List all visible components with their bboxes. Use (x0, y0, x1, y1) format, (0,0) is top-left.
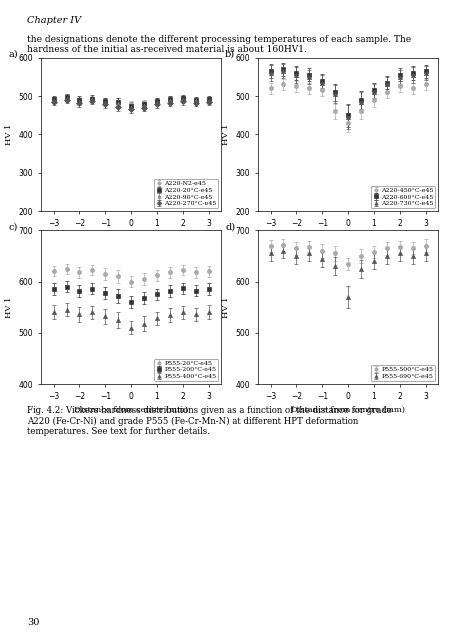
Legend: A220-450°C-e45, A220-600°C-e45, A220-730°C-e45: A220-450°C-e45, A220-600°C-e45, A220-730… (370, 186, 434, 208)
Y-axis label: HV 1: HV 1 (5, 124, 13, 145)
Text: b): b) (225, 50, 235, 59)
Y-axis label: HV 1: HV 1 (221, 296, 229, 318)
Text: the designations denote the different processing temperatures of each sample. Th: the designations denote the different pr… (27, 35, 410, 44)
Y-axis label: HV 1: HV 1 (221, 124, 229, 145)
Text: 30: 30 (27, 618, 39, 627)
X-axis label: Distance from centre (mm): Distance from centre (mm) (74, 406, 188, 414)
X-axis label: Distance from centre (mm): Distance from centre (mm) (74, 234, 188, 241)
Text: c): c) (8, 223, 18, 232)
Text: a): a) (8, 50, 18, 59)
X-axis label: Distance from centre (mm): Distance from centre (mm) (290, 234, 404, 241)
Text: Fig. 4.2: Vickers hardness distributions given as a function of the distance for: Fig. 4.2: Vickers hardness distributions… (27, 406, 391, 436)
Text: hardness of the initial as-received material is about 160HV1.: hardness of the initial as-received mate… (27, 45, 306, 54)
Legend: A220-N2-e45, A220-20°C-e45, A220-90°C-e45, A220-270°C-e45: A220-N2-e45, A220-20°C-e45, A220-90°C-e4… (154, 179, 218, 208)
Text: Chapter IV: Chapter IV (27, 16, 81, 25)
Y-axis label: HV 1: HV 1 (5, 296, 13, 318)
Legend: P555-20°C-e45, P555-200°C-e45, P555-400°C-e45: P555-20°C-e45, P555-200°C-e45, P555-400°… (154, 358, 218, 381)
Legend: P555-500°C-e45, P555-690°C-e45: P555-500°C-e45, P555-690°C-e45 (371, 365, 434, 381)
X-axis label: Distance from centre (mm): Distance from centre (mm) (290, 406, 404, 414)
Text: d): d) (225, 223, 235, 232)
